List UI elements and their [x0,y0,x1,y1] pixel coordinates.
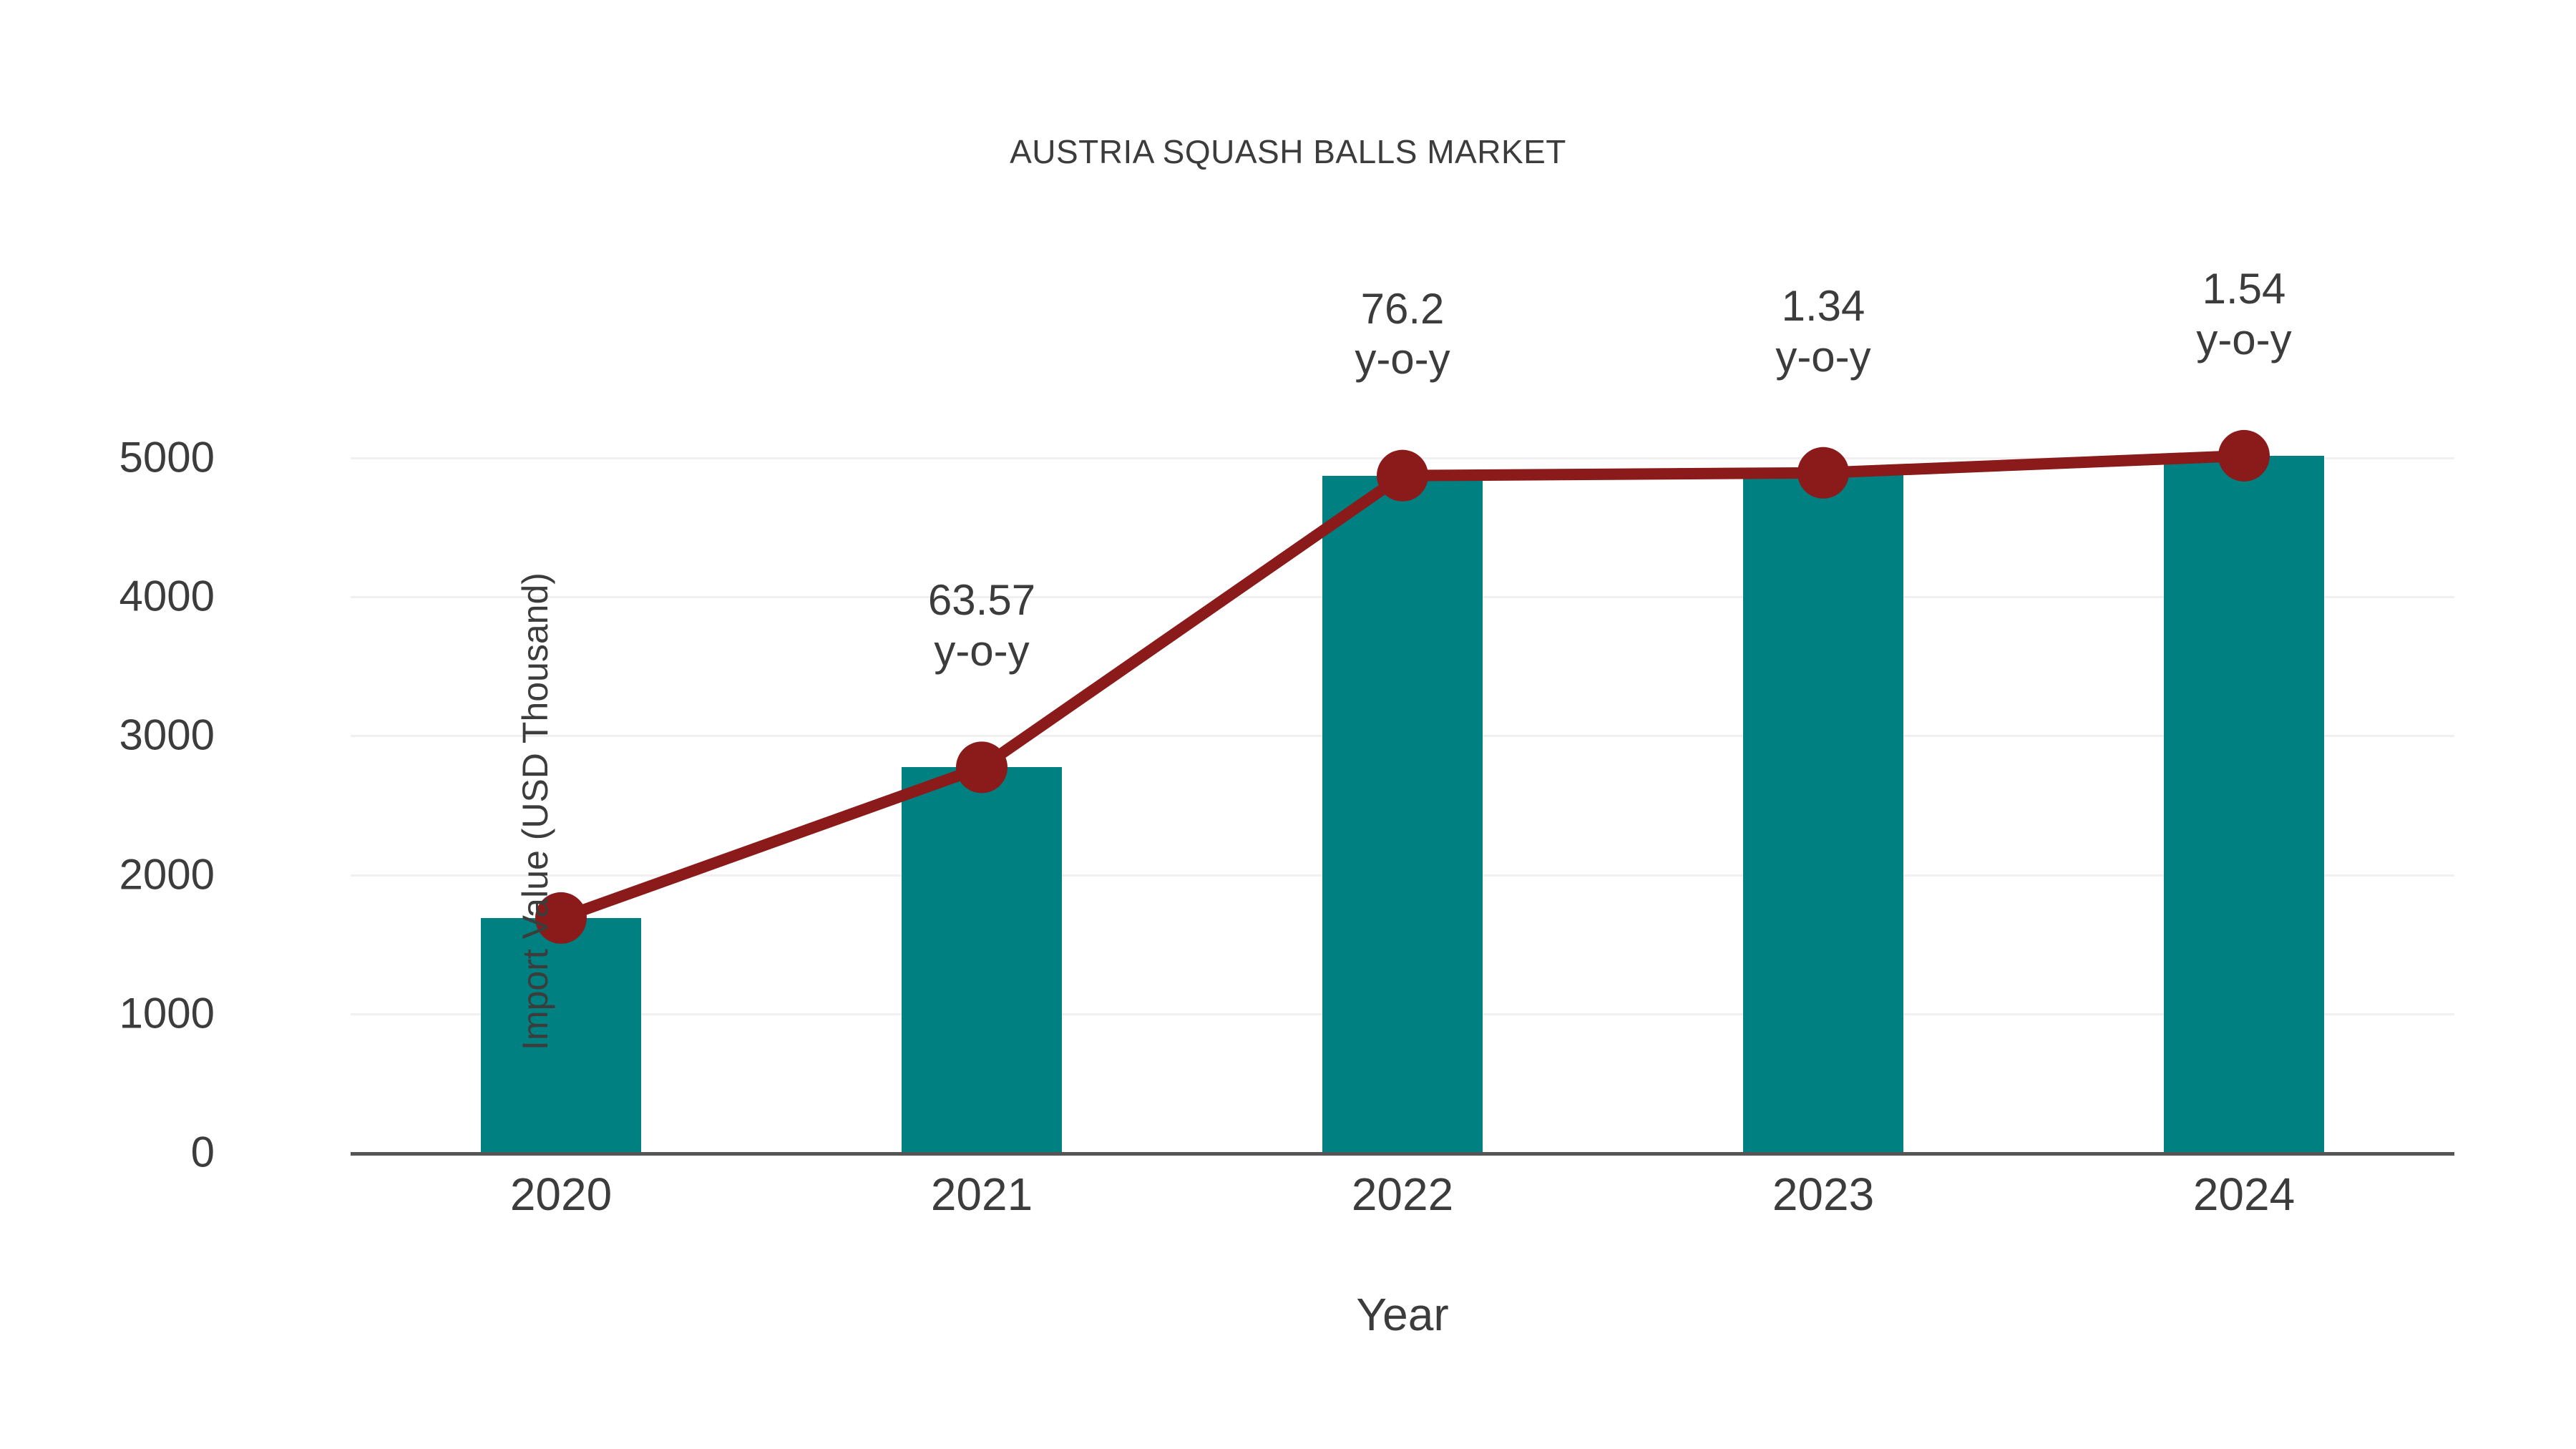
bar-2020[interactable] [481,917,641,1152]
gridline [351,457,2454,459]
y-tick-label: 5000 [119,433,215,482]
annotation-unit: y-o-y [1775,332,1871,381]
bar-2022[interactable] [1322,475,1483,1152]
annotation-2022: 76.2 y-o-y [1202,284,1603,386]
y-tick-label: 0 [190,1128,215,1176]
annotation-value: 1.34 [1781,281,1865,330]
x-tick-label-2022: 2022 [1351,1169,1454,1220]
y-tick-label: 2000 [119,850,215,899]
x-axis-line [351,1152,2454,1156]
annotation-2021: 63.57 y-o-y [781,575,1182,677]
x-tick-label-2021: 2021 [930,1169,1033,1220]
y-axis-title: Import Value (USD Thousand) [515,572,555,1050]
x-axis-title: Year [1356,1289,1449,1340]
annotation-unit: y-o-y [934,627,1030,675]
y-tick-label: 1000 [119,989,215,1038]
annotation-value: 1.54 [2202,264,2286,313]
annotation-unit: y-o-y [2196,315,2292,364]
annotation-unit: y-o-y [1355,335,1450,384]
annotation-2023: 1.34 y-o-y [1623,281,2024,383]
bar-2021[interactable] [902,767,1062,1152]
chart-title: AUSTRIA SQUASH BALLS MARKET [1010,133,1566,170]
plot-area: 0 1000 2000 3000 4000 5000 2020 2021 2022 2023 20… [119,265,2454,1340]
y-tick-label: 3000 [119,711,215,759]
bar-2023[interactable] [1743,472,1903,1152]
y-tick-label: 4000 [119,572,215,620]
x-tick-label-2023: 2023 [1772,1169,1875,1220]
x-tick-label-2024: 2024 [2192,1169,2296,1220]
annotation-value: 76.2 [1360,284,1445,333]
annotation-2024: 1.54 y-o-y [2044,264,2444,366]
x-tick-label-2020: 2020 [509,1169,613,1220]
bar-2024[interactable] [2164,455,2324,1152]
annotation-value: 63.57 [927,576,1036,625]
